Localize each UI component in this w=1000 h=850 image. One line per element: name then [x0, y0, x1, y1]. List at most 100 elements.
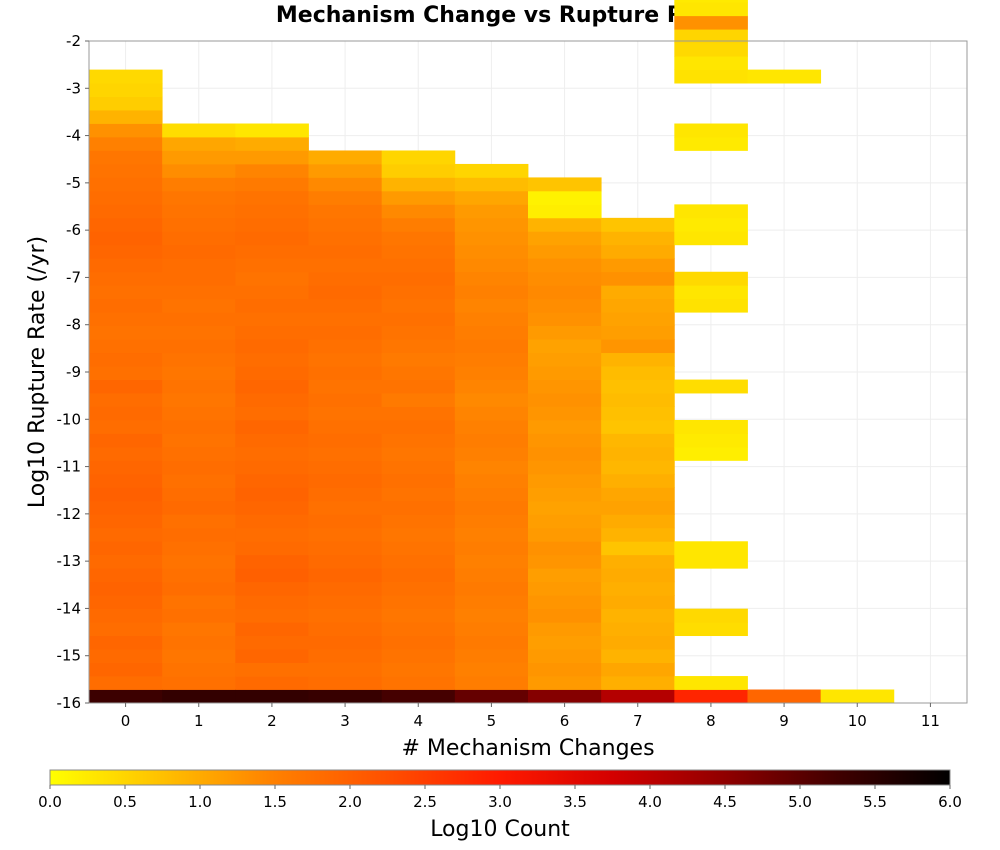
- heatmap-cell: [674, 379, 748, 394]
- heatmap-cell: [454, 393, 529, 407]
- colorbar-tick-label: 2.5: [413, 793, 437, 811]
- heatmap-cell: [601, 635, 675, 650]
- heatmap-cell: [528, 568, 602, 583]
- heatmap-cell: [454, 379, 529, 394]
- heatmap-cell: [381, 406, 456, 421]
- heatmap-cell: [528, 527, 602, 542]
- heatmap-cell: [89, 204, 163, 219]
- heatmap-cell: [89, 581, 163, 596]
- heatmap-cell: [235, 339, 309, 354]
- heatmap-cell: [528, 258, 602, 273]
- heatmap-cell: [528, 285, 602, 300]
- y-tick-label: -4: [66, 127, 81, 145]
- heatmap-cell: [308, 595, 383, 610]
- heatmap-cell: [89, 622, 163, 637]
- heatmap-cell: [528, 217, 602, 232]
- heatmap-cell: [381, 352, 456, 367]
- heatmap-cell: [308, 366, 383, 380]
- heatmap-cell: [381, 541, 456, 556]
- heatmap-cell: [89, 406, 163, 421]
- heatmap-cell: [89, 514, 163, 529]
- heatmap-cell: [601, 271, 675, 286]
- heatmap-cell: [381, 393, 456, 407]
- heatmap-cell: [528, 635, 602, 650]
- heatmap-cell: [235, 568, 309, 583]
- heatmap-cell: [674, 271, 748, 286]
- heatmap-cell: [601, 689, 675, 704]
- heatmap-cell: [308, 339, 383, 354]
- colorbar-tick-label: 1.5: [263, 793, 287, 811]
- heatmap-cell: [308, 298, 383, 313]
- heatmap-cell: [235, 258, 309, 273]
- heatmap-cell: [381, 420, 456, 434]
- heatmap-cell: [454, 487, 529, 502]
- heatmap-cell: [308, 325, 383, 340]
- heatmap-cell: [162, 487, 236, 502]
- heatmap-cell: [308, 581, 383, 596]
- heatmap-cell: [381, 271, 456, 286]
- heatmap-cell: [235, 541, 309, 556]
- heatmap-cell: [381, 635, 456, 650]
- heatmap-cell: [528, 541, 602, 556]
- heatmap-cell: [454, 312, 529, 327]
- heatmap-cell: [308, 163, 383, 178]
- heatmap-cell: [162, 635, 236, 650]
- heatmap-cell: [528, 244, 602, 259]
- heatmap-cell: [601, 231, 675, 246]
- heatmap-cell: [235, 433, 309, 448]
- colorbar-ticks: 0.0 0.5 1.0 1.5 2.0 2.5 3.0 3.5 4.0 4.5 5.0 5.5 6.0: [38, 785, 962, 811]
- heatmap-cell: [89, 676, 163, 690]
- heatmap-cell: [235, 177, 309, 192]
- heatmap-cell: [89, 339, 163, 354]
- heatmap-cells: [89, 0, 895, 704]
- heatmap-cell: [89, 96, 163, 111]
- x-tick-label: 0: [121, 712, 131, 730]
- heatmap-cell: [528, 325, 602, 340]
- heatmap-cell: [454, 271, 529, 286]
- heatmap-cell: [747, 689, 822, 704]
- heatmap-cell: [601, 568, 675, 583]
- colorbar-tick-label: 5.5: [863, 793, 887, 811]
- heatmap-cell: [89, 177, 163, 192]
- heatmap-cell: [235, 635, 309, 650]
- heatmap-cell: [308, 662, 383, 677]
- heatmap-cell: [162, 285, 236, 300]
- heatmap-cell: [235, 244, 309, 259]
- heatmap-cell: [454, 473, 529, 488]
- y-tick-label: -6: [66, 221, 81, 239]
- heatmap-cell: [308, 635, 383, 650]
- heatmap-cell: [235, 622, 309, 637]
- heatmap-cell: [528, 177, 602, 192]
- heatmap-cell: [162, 433, 236, 448]
- heatmap-cell: [454, 433, 529, 448]
- heatmap-cell: [601, 393, 675, 407]
- heatmap-cell: [381, 446, 456, 461]
- heatmap-cell: [528, 473, 602, 488]
- heatmap-cell: [381, 689, 456, 704]
- heatmap-cell: [162, 527, 236, 542]
- chart-title: Mechanism Change vs Rupture Rate: [276, 3, 724, 28]
- x-tick-label: 3: [340, 712, 350, 730]
- heatmap-cell: [235, 217, 309, 232]
- heatmap-cell: [454, 446, 529, 461]
- colorbar: [49, 769, 951, 786]
- heatmap-cell: [528, 662, 602, 677]
- heatmap-cell: [454, 339, 529, 354]
- heatmap-cell: [162, 446, 236, 461]
- y-tick-label: -10: [57, 410, 82, 428]
- heatmap-cell: [674, 689, 748, 704]
- heatmap-cell: [528, 312, 602, 327]
- heatmap-cell: [674, 42, 748, 57]
- heatmap-cell: [601, 446, 675, 461]
- heatmap-cell: [601, 473, 675, 488]
- heatmap-cell: [381, 231, 456, 246]
- heatmap-cell: [162, 393, 236, 407]
- heatmap-cell: [674, 2, 748, 17]
- heatmap-cell: [235, 662, 309, 677]
- heatmap-cell: [89, 150, 163, 165]
- heatmap-cell: [601, 487, 675, 502]
- heatmap-cell: [308, 446, 383, 461]
- heatmap-cell: [235, 190, 309, 205]
- heatmap-cell: [601, 514, 675, 529]
- heatmap-cell: [162, 339, 236, 354]
